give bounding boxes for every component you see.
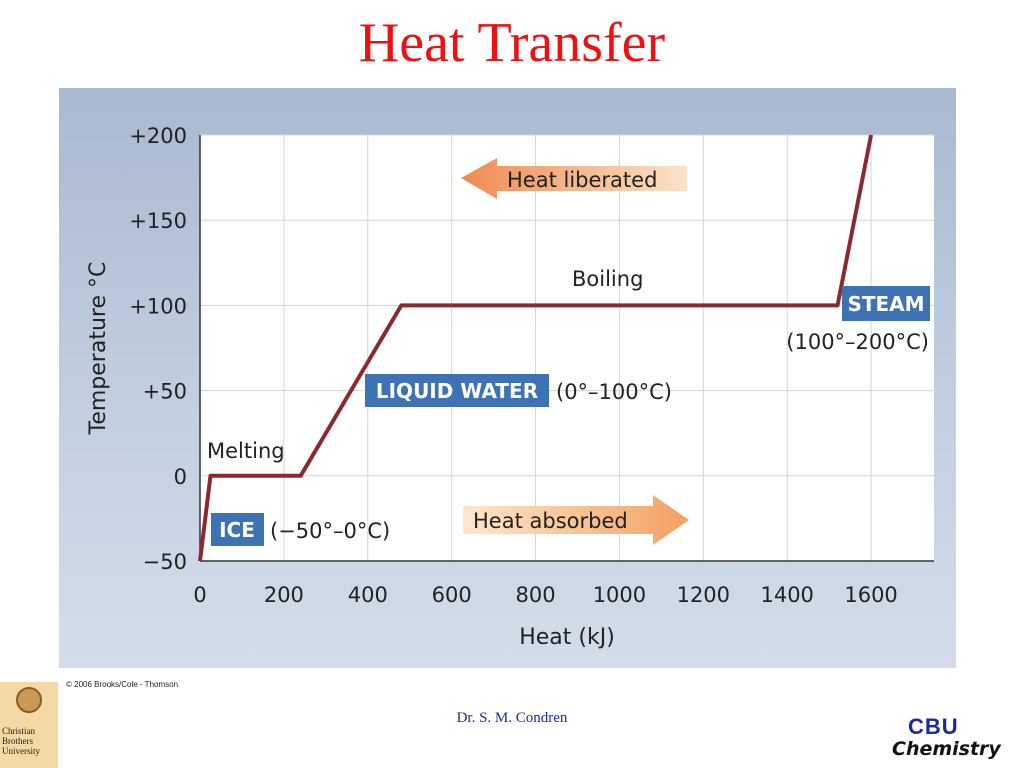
x-tick-labels: 0 200 400 600 800 1000 1200 1400 1600 — [193, 583, 897, 607]
x-axis-label: Heat (kJ) — [519, 625, 615, 650]
series-layer — [198, 134, 874, 562]
y-axis-label: Temperature °C — [86, 262, 111, 436]
footer-author: Dr. S. M. Condren — [456, 710, 568, 726]
steam-range: (100°–200°C) — [786, 330, 929, 354]
heat-absorbed-arrow: Heat absorbed — [463, 495, 689, 545]
x-tick-label: 1600 — [844, 583, 897, 607]
boiling-label: Boiling — [572, 267, 643, 291]
y-tick-label: +150 — [129, 209, 187, 233]
y-tick-label: 0 — [174, 465, 187, 489]
university-seal-icon — [16, 687, 42, 713]
slide-title: Heat Transfer — [358, 12, 666, 74]
x-tick-label: 1200 — [677, 583, 730, 607]
y-tick-label: +200 — [129, 124, 187, 148]
chart-svg: −500+50+100+150+200 0 200 400 600 800 1000 120… — [86, 124, 934, 650]
x-tick-label: 400 — [348, 583, 388, 607]
melting-label: Melting — [207, 439, 285, 463]
x-tick-label: 800 — [515, 583, 555, 607]
x-tick-label: 0 — [193, 583, 206, 607]
y-tick-labels: −50 0 +50 +100 +150 +200 — [129, 124, 187, 574]
liquid-water-range: (0°–100°C) — [556, 380, 672, 404]
x-tick-label: 200 — [264, 583, 304, 607]
heating-curve-line — [198, 134, 874, 562]
steam-label: STEAM — [847, 292, 924, 316]
y-tick-label: +100 — [129, 294, 187, 318]
heat-liberated-label: Heat liberated — [507, 168, 657, 192]
y-tick-label: −50 — [143, 550, 187, 574]
cbu-chemistry-logo: CBU Chemistry — [890, 712, 1015, 768]
x-tick-label: 600 — [432, 583, 472, 607]
plot-area — [200, 135, 934, 561]
phase-change-chart: −50 0 +50 +100 +150 +200 0 200 400 600 800 1000 120… — [59, 88, 956, 668]
cbu-logo-top: CBU — [908, 714, 959, 739]
liquid-water-label: LIQUID WATER — [376, 379, 538, 403]
ice-label-box: ICE — [211, 513, 264, 546]
heat-absorbed-label: Heat absorbed — [473, 509, 628, 533]
university-logo: Christian Brothers University — [0, 682, 58, 768]
cbu-logo-bottom: Chemistry — [892, 738, 1001, 760]
copyright-notice: © 2006 Brooks/Cole - Thomson — [66, 680, 179, 689]
x-tick-label: 1400 — [760, 583, 813, 607]
y-tick-label: +50 — [143, 380, 187, 404]
x-tick-label: 1000 — [593, 583, 646, 607]
liquid-water-label-box: LIQUID WATER — [365, 374, 549, 407]
university-logo-text: Christian Brothers University — [2, 726, 40, 756]
ice-range: (−50°–0°C) — [270, 519, 390, 543]
heat-liberated-arrow: Heat liberated — [461, 158, 687, 199]
steam-label-box: STEAM — [842, 286, 930, 321]
axes — [199, 135, 934, 562]
ice-label: ICE — [219, 518, 255, 542]
